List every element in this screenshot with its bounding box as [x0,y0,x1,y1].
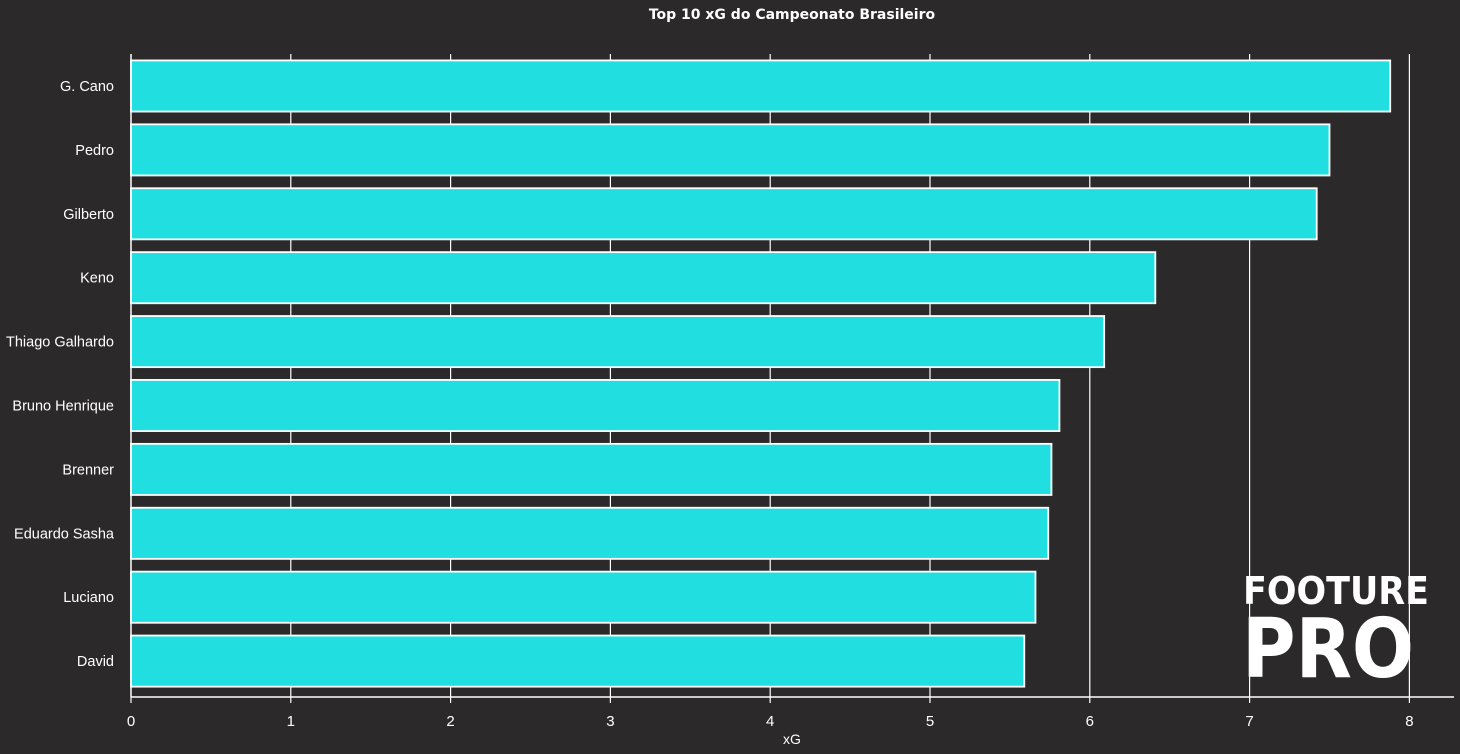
x-tick-label: 0 [127,713,135,730]
bar-thiago-galhardo [130,315,1106,369]
x-tick-label: 5 [926,713,934,730]
axes [130,54,1454,698]
category-labels: G. Cano Pedro Gilberto Keno Thiago Galhardo B… [6,79,115,670]
bar-bruno-henrique [130,379,1061,432]
x-axis-label: xG [783,731,801,747]
x-tick-labels: 0 1 2 3 4 5 6 7 8 [127,713,1414,730]
bar-brenner [130,442,1053,496]
category-label: Brenner [62,462,114,478]
bar-david [130,634,1026,688]
bar-g-cano [130,59,1392,113]
category-label: Keno [80,271,114,287]
chart-title: Top 10 xG do Campeonato Brasileiro [649,7,936,23]
category-label: Bruno Henrique [12,399,114,415]
x-tick-label: 8 [1405,713,1413,730]
bar-gilberto [130,187,1318,241]
footure-pro-logo: FOOTURE PRO [1242,569,1429,697]
x-tick-label: 1 [287,713,295,730]
bar-keno [130,251,1157,305]
bar-pedro [130,123,1331,177]
bar-eduardo-sasha [130,506,1050,560]
x-tick-label: 4 [766,713,774,730]
category-label: Thiago Galhardo [6,335,114,351]
x-tick-label: 6 [1086,713,1094,730]
bar-luciano [130,570,1037,624]
category-label: Eduardo Sasha [14,526,115,542]
x-tick-label: 2 [446,713,454,730]
bars [130,59,1392,688]
category-label: David [77,654,114,670]
x-tick-label: 3 [606,713,614,730]
logo-line2: PRO [1242,602,1414,697]
category-label: G. Cano [60,79,114,95]
logo-line1: FOOTURE [1243,569,1429,613]
category-label: Luciano [63,590,114,606]
x-tick-label: 7 [1245,713,1253,730]
category-label: Gilberto [63,207,114,223]
category-label: Pedro [75,143,114,159]
